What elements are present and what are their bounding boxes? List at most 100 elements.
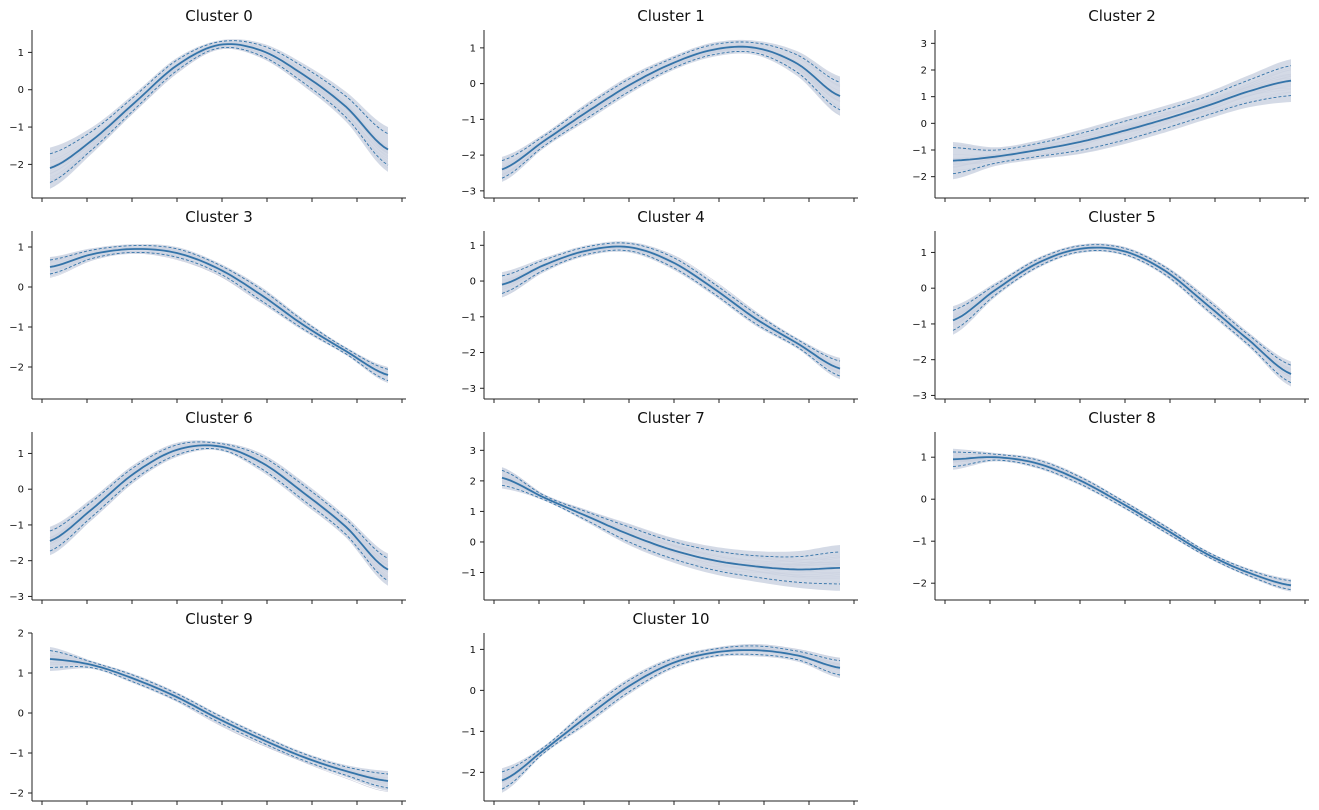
y-tick-label: 1 [18, 48, 24, 59]
upper-bound-line [49, 40, 389, 155]
individual-series-line [952, 244, 1292, 367]
y-tick-label: 2 [921, 66, 927, 77]
y-tick-label: 0 [18, 485, 24, 496]
y-tick-label: −1 [9, 749, 24, 760]
y-tick-label: 0 [470, 537, 476, 548]
confidence-band [502, 644, 840, 793]
lower-bound-line [49, 46, 389, 183]
y-tick-label: −1 [9, 323, 24, 334]
individual-series-line [49, 43, 389, 185]
plot-area [952, 243, 1292, 387]
y-tick-label: −1 [912, 537, 927, 548]
upper-bound-line [49, 441, 389, 559]
mean-line [501, 245, 841, 370]
mean-line [49, 248, 389, 376]
y-tick-label: −2 [912, 172, 927, 183]
y-tick-label: 3 [470, 446, 476, 457]
upper-bound-line [501, 41, 841, 162]
y-tick-label: 1 [18, 449, 24, 460]
y-tick-label: 2 [18, 629, 24, 640]
y-tick-label: 1 [18, 243, 24, 254]
lower-bound-line [952, 250, 1292, 384]
plot-area [501, 241, 841, 380]
confidence-band [50, 440, 388, 586]
panel-title: Cluster 0 [185, 7, 253, 25]
upper-bound-line [49, 650, 389, 775]
y-tick-label: 0 [18, 85, 24, 96]
individual-series-line [952, 246, 1292, 375]
individual-series-line [49, 42, 389, 189]
y-tick-label: 0 [18, 283, 24, 294]
individual-series-line [952, 455, 1292, 585]
individual-series-line [501, 650, 841, 783]
mean-line [501, 649, 841, 782]
individual-series-line [49, 46, 389, 182]
y-tick-label: 2 [470, 476, 476, 487]
individual-series-line [501, 650, 841, 781]
panel-title: Cluster 7 [637, 409, 705, 427]
y-tick-label: −2 [461, 768, 476, 779]
panel-title: Cluster 8 [1088, 409, 1156, 427]
confidence-band [50, 244, 388, 383]
individual-series-line [952, 451, 1292, 585]
individual-series-line [952, 246, 1292, 366]
individual-series-line [952, 248, 1292, 375]
y-tick-label: −1 [912, 319, 927, 330]
panel-cluster-7: −1 0 1 2 3 Cluster 7 [461, 409, 858, 604]
y-tick-label: 1 [470, 241, 476, 252]
y-tick-label: 1 [470, 645, 476, 656]
y-tick-label: 0 [470, 686, 476, 697]
y-tick-label: 0 [921, 119, 927, 130]
upper-bound-line [49, 245, 389, 370]
panel-title: Cluster 6 [185, 409, 253, 427]
y-tick-label: −2 [9, 160, 24, 171]
individual-series-line [952, 457, 1292, 584]
y-tick-label: 0 [921, 284, 927, 295]
panel-cluster-8: −2 −1 0 1 Cluster 8 [912, 409, 1309, 604]
y-tick-label: −1 [461, 312, 476, 323]
y-tick-label: −2 [912, 579, 927, 590]
individual-series-line [952, 454, 1292, 586]
upper-bound-line [952, 65, 1292, 151]
lower-bound-line [501, 249, 841, 377]
y-tick-label: 0 [470, 277, 476, 288]
panel-title: Cluster 1 [637, 7, 705, 25]
individual-series-line [49, 653, 389, 772]
confidence-band [50, 39, 388, 189]
y-tick-label: −1 [9, 123, 24, 134]
lower-bound-line [501, 484, 841, 585]
individual-series-line [952, 248, 1292, 378]
plot-area [49, 244, 389, 383]
y-tick-label: −3 [9, 592, 24, 603]
upper-bound-line [501, 242, 841, 362]
mean-line [952, 246, 1292, 375]
panel-title: Cluster 3 [185, 208, 253, 226]
y-tick-label: −3 [912, 391, 927, 402]
plot-area [952, 448, 1292, 592]
y-tick-label: −1 [461, 568, 476, 579]
individual-series-line [501, 650, 841, 787]
individual-series-line [49, 44, 389, 184]
y-tick-label: −3 [461, 186, 476, 197]
confidence-band [502, 467, 840, 591]
individual-series-line [952, 246, 1292, 370]
lower-bound-line [501, 50, 841, 179]
individual-series-line [952, 247, 1292, 372]
individual-series-line [952, 248, 1292, 377]
individual-series-line [952, 244, 1292, 370]
y-tick-label: 0 [18, 709, 24, 720]
y-tick-label: −2 [461, 348, 476, 359]
panel-title: Cluster 4 [637, 208, 705, 226]
y-tick-label: −1 [9, 520, 24, 531]
y-tick-label: 1 [470, 43, 476, 54]
y-tick-label: −3 [461, 384, 476, 395]
y-tick-label: 1 [921, 453, 927, 464]
panel-cluster-4: −3 −2 −1 0 1 Cluster 4 [461, 208, 858, 403]
y-tick-label: −2 [461, 151, 476, 162]
individual-series-line [952, 245, 1292, 373]
plot-area [49, 440, 389, 586]
plot-area [952, 59, 1292, 180]
y-tick-label: 1 [921, 248, 927, 259]
mean-line [49, 43, 389, 169]
confidence-band [502, 39, 840, 182]
